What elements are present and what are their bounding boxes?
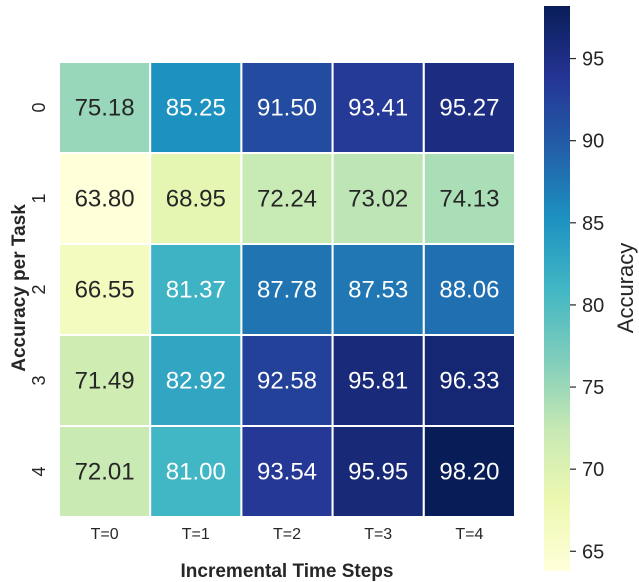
cell-value-label: 93.41 bbox=[348, 95, 408, 122]
colorbar-tick-label: 85 bbox=[582, 213, 604, 235]
cell-value-label: 98.20 bbox=[439, 459, 499, 486]
cell-value-label: 95.95 bbox=[348, 459, 408, 486]
heatmap-cell bbox=[240, 334, 334, 427]
heatmap-cell bbox=[58, 334, 152, 427]
heatmap-cell bbox=[149, 425, 243, 518]
colorbar-label: Accuracy bbox=[613, 243, 638, 333]
x-tick-label: T=4 bbox=[455, 526, 483, 543]
heatmap-cell bbox=[58, 152, 152, 245]
cell-value-label: 85.25 bbox=[166, 95, 226, 122]
cell-value-label: 74.13 bbox=[439, 186, 499, 213]
cell-value-label: 73.02 bbox=[348, 186, 408, 213]
cell-value-label: 96.33 bbox=[439, 368, 499, 395]
heatmap-cells bbox=[58, 61, 516, 518]
heatmap-cell bbox=[240, 425, 334, 518]
y-tick-label: 1 bbox=[29, 193, 49, 203]
cell-value-label: 68.95 bbox=[166, 186, 226, 213]
heatmap-cell bbox=[58, 61, 152, 154]
heatmap-cell bbox=[149, 243, 243, 336]
cell-value-label: 88.06 bbox=[439, 277, 499, 304]
y-tick-label: 0 bbox=[29, 102, 49, 112]
colorbar-tick-label: 65 bbox=[582, 541, 604, 563]
cell-value-label: 63.80 bbox=[75, 186, 135, 213]
x-axis-ticks: T=0 T=1 T=2 T=3 T=4 bbox=[91, 526, 484, 543]
cell-value-label: 87.53 bbox=[348, 277, 408, 304]
heatmap-cell bbox=[422, 152, 516, 245]
heatmap-cell bbox=[149, 61, 243, 154]
cell-value-label: 82.92 bbox=[166, 368, 226, 395]
x-axis-label: Incremental Time Steps bbox=[181, 561, 394, 582]
cell-value-label: 93.54 bbox=[257, 459, 317, 486]
x-tick-label: T=1 bbox=[182, 526, 210, 543]
colorbar-tick-label: 95 bbox=[582, 49, 604, 71]
y-tick-label: 2 bbox=[29, 284, 49, 294]
colorbar-tick-label: 70 bbox=[582, 459, 604, 481]
heatmap-cell bbox=[149, 334, 243, 427]
heatmap-cell bbox=[58, 425, 152, 518]
cell-value-label: 81.37 bbox=[166, 277, 226, 304]
cell-value-label: 95.81 bbox=[348, 368, 408, 395]
heatmap-cell bbox=[240, 152, 334, 245]
y-tick-label: 3 bbox=[29, 375, 49, 385]
y-axis-label: Accuracy per Task bbox=[9, 204, 30, 372]
heatmap-cell-labels: 75.18 85.25 91.50 93.41 95.27 63.80 68.95 72.24… bbox=[75, 95, 500, 486]
colorbar-tick-label: 80 bbox=[582, 295, 604, 317]
colorbar-ticks: 65 70 75 80 85 90 95 bbox=[570, 49, 604, 563]
cell-value-label: 95.27 bbox=[439, 95, 499, 122]
x-tick-label: T=3 bbox=[364, 526, 392, 543]
y-axis-ticks: 0 1 2 3 4 bbox=[29, 102, 49, 476]
cell-value-label: 87.78 bbox=[257, 277, 317, 304]
cell-value-label: 92.58 bbox=[257, 368, 317, 395]
heatmap-cell bbox=[422, 425, 516, 518]
x-tick-label: T=2 bbox=[273, 526, 301, 543]
cell-value-label: 72.01 bbox=[75, 459, 135, 486]
x-tick-label: T=0 bbox=[91, 526, 119, 543]
cell-value-label: 71.49 bbox=[75, 368, 135, 395]
cell-value-label: 72.24 bbox=[257, 186, 317, 213]
cell-value-label: 91.50 bbox=[257, 95, 317, 122]
heatmap-cell bbox=[422, 334, 516, 427]
cell-value-label: 75.18 bbox=[75, 95, 135, 122]
cell-value-label: 81.00 bbox=[166, 459, 226, 486]
cell-value-label: 66.55 bbox=[75, 277, 135, 304]
heatmap-cell bbox=[331, 243, 425, 336]
heatmap-cell bbox=[331, 334, 425, 427]
y-tick-label: 4 bbox=[29, 466, 49, 476]
colorbar-tick-label: 75 bbox=[582, 377, 604, 399]
colorbar bbox=[544, 6, 570, 571]
colorbar-tick-label: 90 bbox=[582, 131, 604, 153]
